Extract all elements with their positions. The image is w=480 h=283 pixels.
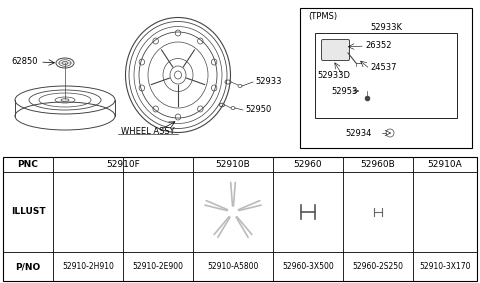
Bar: [3, 157, 477, 281]
Text: 52960B: 52960B: [360, 160, 396, 169]
FancyBboxPatch shape: [322, 40, 349, 61]
Text: 52960-3X500: 52960-3X500: [282, 262, 334, 271]
Text: 26352: 26352: [365, 40, 392, 50]
Text: 52910-3X170: 52910-3X170: [419, 262, 471, 271]
Text: ILLUST: ILLUST: [11, 207, 45, 216]
Text: P/NO: P/NO: [15, 262, 41, 271]
Text: 52910-2E900: 52910-2E900: [132, 262, 183, 271]
Text: 52950: 52950: [245, 106, 271, 115]
Text: PNC: PNC: [18, 160, 38, 169]
Text: WHEEL ASSY: WHEEL ASSY: [121, 128, 175, 136]
Text: 52960-2S250: 52960-2S250: [352, 262, 404, 271]
Text: 24537: 24537: [370, 63, 396, 72]
Text: 52933K: 52933K: [370, 23, 402, 31]
Ellipse shape: [227, 206, 239, 218]
Text: 52910A: 52910A: [428, 160, 462, 169]
Text: 52960: 52960: [294, 160, 322, 169]
Text: 52910-2H910: 52910-2H910: [62, 262, 114, 271]
Text: 52953: 52953: [332, 87, 358, 95]
Text: (TPMS): (TPMS): [308, 12, 337, 22]
Text: 52910B: 52910B: [216, 160, 251, 169]
Bar: [315, 33, 457, 118]
Text: 52933: 52933: [255, 78, 281, 87]
Bar: [300, 8, 472, 148]
Text: 52910F: 52910F: [106, 160, 140, 169]
Text: 52910-A5800: 52910-A5800: [207, 262, 259, 271]
Text: 52934: 52934: [345, 128, 372, 138]
Text: 62850: 62850: [12, 57, 38, 65]
Ellipse shape: [200, 178, 266, 246]
Text: 52933D: 52933D: [317, 70, 350, 80]
